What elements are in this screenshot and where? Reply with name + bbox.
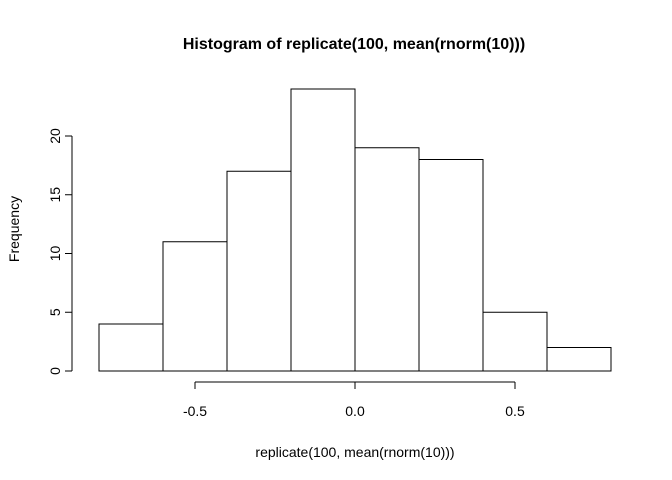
x-axis-label: replicate(100, mean(rnorm(10))) bbox=[255, 444, 454, 460]
histogram-bar-4 bbox=[354, 147, 420, 372]
histogram-bar-3 bbox=[290, 88, 356, 372]
histogram-bar-0 bbox=[98, 323, 164, 372]
y-axis-label: Frequency bbox=[6, 196, 22, 262]
y-axis: 0 5 10 15 20 bbox=[47, 128, 73, 375]
y-tick-label: 15 bbox=[47, 187, 63, 203]
histogram-bar-2 bbox=[226, 170, 292, 372]
histogram-bar-5 bbox=[418, 159, 484, 372]
chart-title: Histogram of replicate(100, mean(rnorm(1… bbox=[183, 36, 525, 53]
y-tick-label: 5 bbox=[47, 308, 63, 316]
histogram-bar-1 bbox=[162, 241, 228, 372]
x-tick-label: -0.5 bbox=[183, 403, 207, 419]
y-tick-label: 0 bbox=[47, 367, 63, 375]
histogram-bar-6 bbox=[482, 311, 548, 372]
y-tick-label: 20 bbox=[47, 128, 63, 144]
x-tick-label: 0.5 bbox=[505, 403, 525, 419]
histogram-bar-7 bbox=[546, 347, 612, 372]
y-tick-label: 10 bbox=[47, 246, 63, 262]
x-axis: -0.5 0.0 0.5 bbox=[183, 381, 525, 419]
bars-group bbox=[98, 88, 612, 372]
x-tick-label: 0.0 bbox=[345, 403, 365, 419]
